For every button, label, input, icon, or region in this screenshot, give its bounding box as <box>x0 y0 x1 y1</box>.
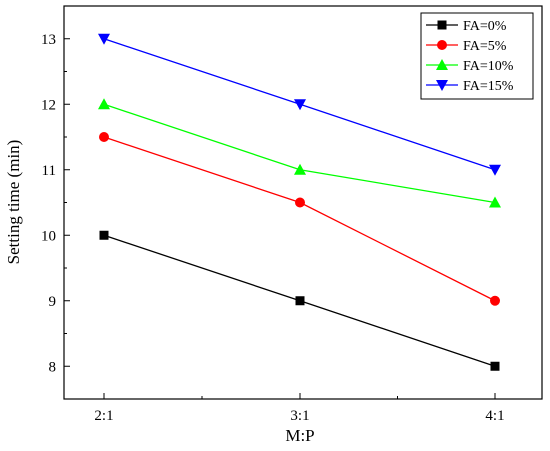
y-axis-title: Setting time (min) <box>4 140 23 265</box>
legend-marker <box>437 40 447 50</box>
data-point <box>489 164 501 176</box>
series-group <box>98 33 501 371</box>
x-tick-label: 3:1 <box>290 408 309 424</box>
data-point <box>295 296 305 306</box>
y-tick-label: 8 <box>49 359 57 375</box>
legend-marker <box>436 59 448 70</box>
x-tick-label: 4:1 <box>485 408 504 424</box>
data-point <box>294 163 306 175</box>
legend-label: FA=5% <box>463 39 507 54</box>
legend-item: FA=5% <box>426 39 507 54</box>
data-point <box>489 196 501 208</box>
x-axis-title: M:P <box>285 426 314 445</box>
legend-item: FA=10% <box>426 59 514 74</box>
series-line <box>103 136 496 302</box>
data-point <box>98 33 110 45</box>
y-tick-label: 13 <box>41 32 56 48</box>
legend-item: FA=15% <box>426 79 514 94</box>
axes: 8 9 10 11 12 13 2:1 3:1 4:1 <box>41 5 543 424</box>
data-point <box>490 295 500 306</box>
legend-label: FA=0% <box>463 19 507 34</box>
data-point <box>295 197 305 208</box>
series-1 <box>99 132 500 306</box>
x-tick-label: 2:1 <box>94 408 113 424</box>
y-tick-label: 12 <box>41 97 56 113</box>
y-tick-label: 9 <box>49 294 57 310</box>
legend-label: FA=15% <box>463 79 514 94</box>
series-3 <box>98 33 501 176</box>
data-point <box>98 98 110 110</box>
data-point <box>99 132 109 142</box>
legend-item: FA=0% <box>426 19 507 34</box>
legend-label: FA=10% <box>463 59 514 74</box>
y-tick-label: 10 <box>41 228 56 244</box>
series-line <box>103 103 496 204</box>
series-0 <box>99 230 500 371</box>
legend-marker <box>436 80 448 91</box>
data-point <box>490 361 500 371</box>
legend-marker <box>437 20 447 30</box>
series-2 <box>98 98 501 208</box>
data-point <box>294 99 306 111</box>
data-point <box>99 230 109 240</box>
legend: FA=0% FA=5% FA=10% FA=15% <box>420 12 534 100</box>
y-tick-label: 11 <box>42 163 56 179</box>
